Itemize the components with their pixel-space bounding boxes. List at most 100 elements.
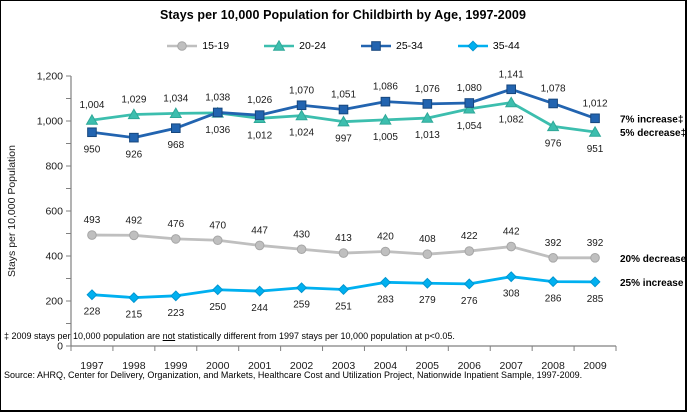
legend-item-15-19: 15-19 xyxy=(166,40,229,52)
triangle-marker-icon xyxy=(127,108,141,120)
annotation-20-decrease: 20% decrease xyxy=(620,254,687,265)
footnote-source: Source: AHRQ, Center for Delivery, Organ… xyxy=(4,370,583,380)
data-label: 1,051 xyxy=(331,90,356,101)
triangle-marker-icon xyxy=(337,115,350,127)
data-label: 1,029 xyxy=(121,94,146,105)
y-tick-label: 200 xyxy=(45,296,63,308)
circle-marker-icon xyxy=(338,248,349,258)
data-label: 420 xyxy=(377,232,394,243)
triangle-marker-icon xyxy=(421,111,434,123)
square-marker-icon xyxy=(171,123,181,134)
data-label: 283 xyxy=(377,294,394,305)
data-label: 223 xyxy=(167,308,184,319)
x-tick-label: 2002 xyxy=(290,360,314,372)
data-label: 251 xyxy=(335,302,352,313)
data-label: 285 xyxy=(587,294,604,305)
data-label: 470 xyxy=(209,220,226,231)
square-marker-icon xyxy=(371,41,381,51)
data-label: 447 xyxy=(251,225,268,236)
legend-item-25-34: 25-34 xyxy=(360,40,423,52)
data-label: 1,012 xyxy=(583,98,608,109)
x-tick-label: 2003 xyxy=(332,360,356,372)
data-label: 1,034 xyxy=(163,93,188,104)
diamond-marker-icon xyxy=(589,276,601,288)
data-label: 976 xyxy=(545,138,562,149)
square-marker-icon xyxy=(212,107,223,118)
triangle-marker-icon xyxy=(295,109,308,121)
y-axis-title: Stays per 10,000 Population xyxy=(6,145,18,277)
triangle-marker-icon xyxy=(504,96,518,108)
legend-label: 15-19 xyxy=(202,40,230,52)
legend-item-20-24: 20-24 xyxy=(263,40,326,52)
data-label: 968 xyxy=(167,140,184,151)
data-label: 1,026 xyxy=(247,95,272,106)
y-tick-label: 0 xyxy=(57,341,63,353)
annotation-7-increase-: 7% increase‡ xyxy=(620,114,683,125)
triangle-marker-icon xyxy=(85,113,99,125)
data-label: 244 xyxy=(251,303,268,314)
y-tick-label: 600 xyxy=(45,206,63,218)
triangle-marker-icon xyxy=(546,120,560,132)
diamond-marker-icon xyxy=(128,292,140,304)
data-label: 493 xyxy=(84,215,101,226)
square-marker-icon xyxy=(296,100,307,111)
square-marker-icon xyxy=(380,96,391,107)
diamond-marker-icon xyxy=(337,284,350,296)
data-label: 276 xyxy=(461,296,478,307)
data-label: 1,078 xyxy=(541,83,566,94)
diamond-marker-icon xyxy=(86,289,98,301)
annotation-5-decrease-: 5% decrease‡ xyxy=(620,128,686,139)
data-label: 286 xyxy=(545,294,562,305)
triangle-marker-icon xyxy=(463,102,476,114)
square-marker-icon xyxy=(506,84,516,95)
square-marker-icon xyxy=(422,99,433,109)
data-label: 1,070 xyxy=(289,85,314,96)
data-label: 1,013 xyxy=(415,130,440,141)
data-label: 250 xyxy=(209,302,226,313)
circle-marker-icon xyxy=(254,240,265,251)
square-marker-icon xyxy=(590,113,600,124)
data-label: 1,141 xyxy=(499,69,524,80)
circle-marker-icon xyxy=(212,235,223,246)
diamond-marker-icon xyxy=(467,40,479,52)
footnote-significance: ‡ 2009 stays per 10,000 population are n… xyxy=(4,331,455,341)
legend-label: 20-24 xyxy=(299,40,326,52)
diamond-marker-icon xyxy=(296,282,308,294)
square-marker-icon xyxy=(129,132,139,143)
square-marker-icon xyxy=(87,127,97,138)
x-tick-label: 2008 xyxy=(541,360,565,372)
data-label: 926 xyxy=(126,150,143,161)
annotation-25-increase: 25% increase xyxy=(620,278,684,289)
x-tick-label: 2004 xyxy=(374,360,398,372)
data-label: 1,076 xyxy=(415,84,440,95)
circle-marker-icon xyxy=(296,244,307,255)
data-label: 392 xyxy=(545,238,562,249)
triangle-marker-icon xyxy=(379,113,392,125)
triangle-marker-icon xyxy=(272,40,286,51)
series-20-24: 1,004 1,029 1,034 1,036 1,012 1,024 997 1,005 1,… xyxy=(79,93,603,155)
circle-marker-icon xyxy=(422,249,433,259)
series-15-19: 493 492 476 470 447 430 413 420 408 422 442 392 392 xyxy=(84,215,604,263)
data-label: 1,024 xyxy=(289,128,314,139)
x-tick-label: 1997 xyxy=(80,360,104,372)
circle-marker-icon xyxy=(87,230,97,240)
data-label: 442 xyxy=(503,227,520,238)
data-label: 1,005 xyxy=(373,132,398,143)
x-tick-label: 1998 xyxy=(122,360,146,372)
legend-label: 25-34 xyxy=(396,40,423,52)
data-label: 997 xyxy=(335,134,352,145)
diamond-marker-icon xyxy=(379,276,391,288)
square-marker-icon xyxy=(338,104,349,115)
data-label: 1,054 xyxy=(457,121,482,132)
x-tick-label: 2009 xyxy=(583,360,607,372)
y-tick-label: 1,000 xyxy=(37,116,63,128)
diamond-marker-icon xyxy=(463,278,475,290)
diamond-marker-icon xyxy=(421,277,433,289)
data-label: 215 xyxy=(126,310,143,321)
data-label: 950 xyxy=(84,144,101,155)
circle-marker-icon xyxy=(548,252,558,263)
data-label: 228 xyxy=(84,307,101,318)
data-label: 259 xyxy=(293,300,310,311)
data-label: 408 xyxy=(419,234,436,245)
